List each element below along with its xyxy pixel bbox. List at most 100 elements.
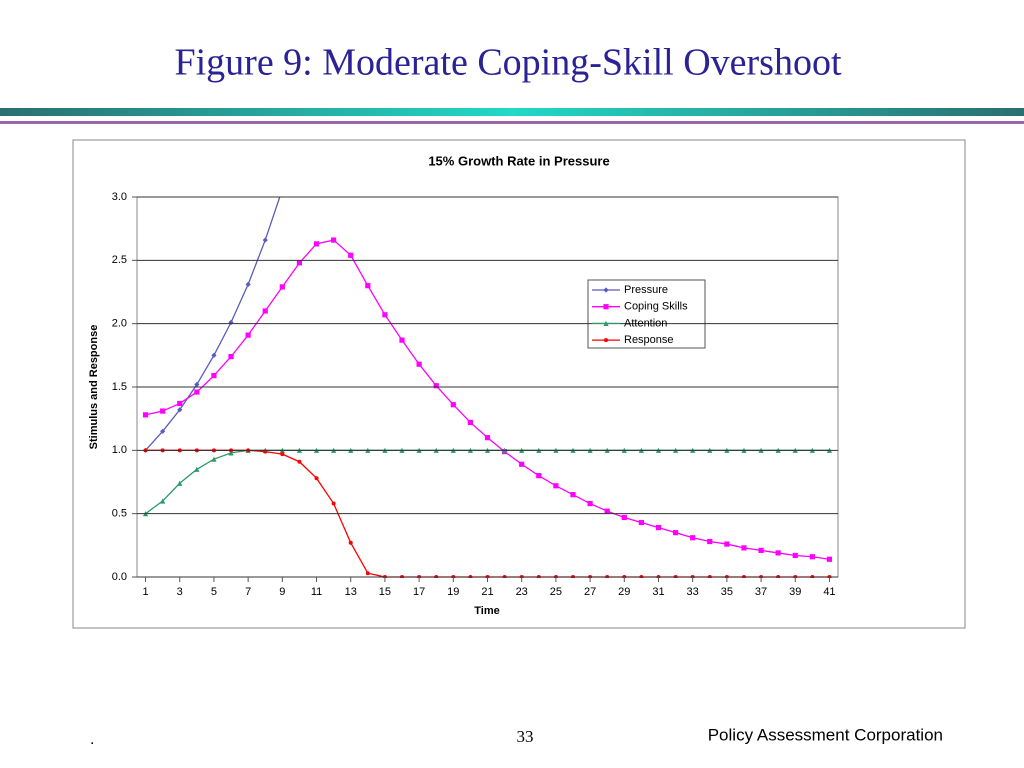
divider <box>0 108 1024 116</box>
legend <box>587 279 706 349</box>
marker <box>450 402 456 408</box>
marker <box>331 501 336 506</box>
marker <box>177 407 183 413</box>
marker <box>433 383 439 389</box>
marker <box>211 373 217 379</box>
marker <box>313 241 320 247</box>
slide-title: Figure 9: Moderate Coping-Skill Overshoo… <box>174 42 841 84</box>
marker <box>177 400 183 407</box>
x-tick-label: 41 <box>823 586 835 598</box>
marker <box>194 381 200 388</box>
chart-title: 15% Growth Rate in Pressure <box>428 153 609 168</box>
marker <box>416 361 422 367</box>
marker <box>228 450 234 456</box>
marker <box>553 483 559 489</box>
marker <box>792 552 798 559</box>
marker <box>775 550 781 556</box>
marker <box>211 352 217 358</box>
marker <box>758 547 764 553</box>
marker <box>707 538 713 545</box>
legend-label: Pressure <box>624 284 668 296</box>
marker <box>484 435 491 441</box>
x-tick-label: 19 <box>447 586 459 598</box>
marker <box>297 459 302 464</box>
y-tick-label: 1.0 <box>112 444 127 456</box>
marker <box>365 571 370 576</box>
marker <box>348 252 354 258</box>
y-tick-label: 2.5 <box>112 254 127 266</box>
marker <box>331 237 337 243</box>
footer-left: . <box>90 731 94 748</box>
x-tick-label: 37 <box>755 586 767 598</box>
marker <box>604 338 608 343</box>
x-tick-label: 23 <box>516 586 528 598</box>
organization: Policy Assessment Corporation <box>708 725 943 744</box>
x-tick-label: 39 <box>789 586 801 598</box>
x-tick-label: 27 <box>584 586 596 598</box>
legend-label: Attention <box>624 317 667 329</box>
legend-label: Response <box>624 334 674 346</box>
marker <box>348 540 353 545</box>
y-tick-label: 2.0 <box>112 318 127 330</box>
x-tick-label: 13 <box>345 586 357 598</box>
marker <box>536 473 542 479</box>
x-tick-label: 31 <box>652 586 664 598</box>
marker <box>724 541 730 547</box>
marker <box>296 260 303 266</box>
marker <box>211 456 217 462</box>
marker <box>160 498 166 504</box>
marker <box>519 461 525 467</box>
x-tick-label: 29 <box>618 586 630 598</box>
marker <box>570 492 576 498</box>
marker <box>245 332 251 338</box>
marker <box>365 283 371 289</box>
x-tick-label: 11 <box>311 586 322 598</box>
marker <box>741 545 747 551</box>
marker <box>809 554 815 560</box>
x-tick-label: 9 <box>279 586 285 598</box>
marker <box>467 419 474 426</box>
marker <box>690 535 696 541</box>
x-tick-label: 33 <box>687 586 699 598</box>
marker <box>587 500 593 507</box>
marker <box>194 466 200 472</box>
marker <box>160 408 166 414</box>
marker <box>160 428 166 434</box>
marker <box>280 452 285 457</box>
x-axis-label: Time <box>474 605 499 617</box>
marker <box>262 308 268 314</box>
marker <box>604 508 610 514</box>
y-axis-label: Stimulus and Response <box>88 325 100 450</box>
page-number: 33 <box>517 727 534 746</box>
divider <box>0 121 1024 124</box>
marker <box>672 530 679 536</box>
y-tick-label: 1.5 <box>112 381 127 393</box>
x-tick-label: 5 <box>211 586 217 598</box>
marker <box>638 519 644 526</box>
y-tick-label: 3.0 <box>112 191 127 203</box>
x-tick-label: 3 <box>177 586 183 598</box>
marker <box>603 304 609 310</box>
marker <box>177 480 183 486</box>
x-tick-label: 7 <box>245 586 251 598</box>
marker <box>262 237 268 243</box>
y-tick-label: 0.0 <box>112 571 127 583</box>
marker <box>603 320 609 326</box>
x-tick-label: 15 <box>379 586 391 598</box>
marker <box>279 284 285 290</box>
marker <box>245 281 251 287</box>
x-tick-label: 21 <box>481 586 493 598</box>
marker <box>621 514 627 521</box>
x-tick-label: 25 <box>550 586 562 598</box>
marker <box>399 337 405 343</box>
marker <box>142 412 149 418</box>
legend-label: Coping Skills <box>624 301 688 313</box>
x-tick-label: 35 <box>721 586 733 598</box>
marker <box>603 287 609 293</box>
x-tick-label: 1 <box>142 586 148 598</box>
y-tick-label: 0.5 <box>112 508 127 520</box>
marker <box>228 319 234 325</box>
x-tick-label: 17 <box>413 586 425 598</box>
